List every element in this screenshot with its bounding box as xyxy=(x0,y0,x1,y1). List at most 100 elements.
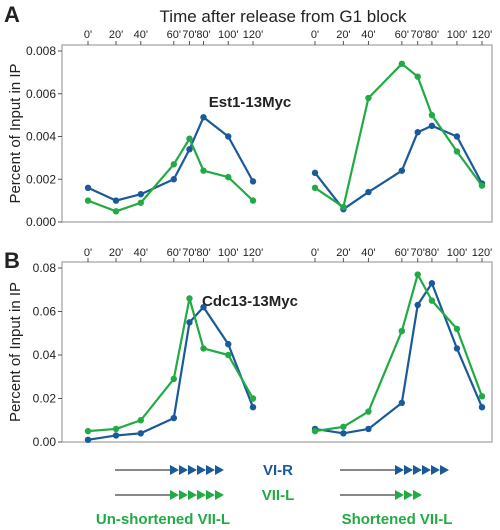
telomere-repeat-arrow xyxy=(197,490,206,500)
telomere-repeat-arrow xyxy=(206,490,215,500)
data-point-vii-l xyxy=(340,423,347,430)
data-point-vii-l xyxy=(428,297,436,304)
x-tick-label: 20' xyxy=(109,29,123,41)
data-point-vii-l xyxy=(186,295,193,302)
data-point-vi-r xyxy=(200,114,207,121)
data-point-vii-l xyxy=(225,351,232,359)
y-axis-label: Percent of Input in IP xyxy=(7,282,24,422)
x-tick-label: 60' xyxy=(167,29,181,41)
x-tick-label: 20' xyxy=(109,247,123,259)
data-point-vi-r xyxy=(340,430,347,437)
data-point-vi-r xyxy=(398,399,406,407)
y-tick-label: 0.002 xyxy=(26,172,56,186)
x-tick-label: 0' xyxy=(84,247,92,259)
series-line-vii-l xyxy=(314,273,484,433)
panel-a: A Est1-13Myc Percent of Input in IP0.000 0.… xyxy=(4,2,493,229)
data-point-vi-r xyxy=(186,146,193,153)
data-point-vi-r xyxy=(249,178,257,185)
series-line-vii-l xyxy=(87,137,254,213)
data-point-vi-r xyxy=(453,133,461,140)
series-line-vi-r xyxy=(87,306,255,441)
series-line-vi-r xyxy=(314,282,484,435)
x-tick-label: 100' xyxy=(447,29,467,41)
x-tick-label: 70' xyxy=(182,29,196,41)
y-tick-label: 0.08 xyxy=(33,261,57,275)
data-point-vi-r xyxy=(112,197,120,204)
x-tick-label: 80' xyxy=(425,29,439,41)
group-label: Shortened VII-L xyxy=(342,511,453,528)
data-point-vii-l xyxy=(112,425,120,433)
data-point-vi-r xyxy=(200,303,207,311)
data-point-vii-l xyxy=(200,345,207,352)
panel-label: B xyxy=(4,248,20,273)
data-point-vii-l xyxy=(453,148,461,155)
x-tick-label: 20' xyxy=(336,247,350,259)
y-tick-label: 0.02 xyxy=(33,392,57,406)
data-point-vii-l xyxy=(84,197,92,204)
legend-label-vi-r: VI-R xyxy=(263,462,293,479)
series-line-vi-r xyxy=(87,116,254,202)
x-tick-label: 120' xyxy=(243,247,263,259)
data-point-vii-l xyxy=(311,184,319,191)
telomere-repeat-arrow xyxy=(413,465,422,475)
data-point-vii-l xyxy=(311,427,319,435)
data-point-vi-r xyxy=(365,425,372,433)
telomere-repeat-arrow xyxy=(395,490,404,500)
data-point-vi-r xyxy=(478,404,486,411)
data-point-vii-l xyxy=(170,375,177,383)
data-point-vi-r xyxy=(170,414,177,422)
x-tick-label: 120' xyxy=(472,247,492,259)
x-tick-label: 20' xyxy=(336,29,350,41)
plot-frame xyxy=(61,44,493,223)
data-point-vii-l xyxy=(398,327,406,335)
telomere-repeat-arrow xyxy=(179,465,188,475)
data-point-vii-l xyxy=(249,197,257,204)
data-point-vi-r xyxy=(186,319,193,326)
x-tick-label: 120' xyxy=(243,29,263,41)
data-point-vi-r xyxy=(137,430,144,437)
data-point-vi-r xyxy=(137,191,144,198)
data-point-vii-l xyxy=(453,325,461,333)
data-point-vi-r xyxy=(170,176,177,183)
telomere-repeat-arrow xyxy=(188,490,197,500)
data-point-vii-l xyxy=(112,208,120,215)
y-tick-label: 0.008 xyxy=(26,44,56,58)
data-point-vi-r xyxy=(249,404,257,411)
x-tick-label: 40' xyxy=(361,247,375,259)
data-point-vii-l xyxy=(84,427,92,435)
panel-b: B Cdc13-13Myc Percent of Input in IP 0.00 0.… xyxy=(4,247,493,449)
data-point-vii-l xyxy=(170,161,177,168)
y-axis-label: Percent of Input in IP xyxy=(7,63,24,203)
data-point-vii-l xyxy=(478,182,486,189)
data-point-vi-r xyxy=(225,340,232,348)
telomere-repeat-arrow xyxy=(404,465,413,475)
telomere-repeat-arrow xyxy=(197,465,206,475)
data-point-vii-l xyxy=(200,167,207,174)
data-point-vii-l xyxy=(428,111,436,119)
plot-frame xyxy=(61,261,493,443)
telomere-repeat-arrow xyxy=(206,465,215,475)
figure-title: Time after release from G1 block xyxy=(160,7,407,26)
y-tick-label: 0.04 xyxy=(33,348,57,362)
panel-title: Cdc13-13Myc xyxy=(202,293,298,310)
x-tick-label: 80' xyxy=(425,247,439,259)
data-point-vii-l xyxy=(137,417,144,424)
data-point-vi-r xyxy=(428,122,436,130)
telomere-repeat-arrow xyxy=(404,490,413,500)
y-tick-label: 0.004 xyxy=(26,130,56,144)
x-tick-label: 0' xyxy=(84,29,92,41)
y-tick-label: 0.06 xyxy=(33,305,57,319)
data-point-vi-r xyxy=(414,129,421,136)
legend: VI-R VII-L Un-shortened VII-L Shortened VII… xyxy=(96,462,453,528)
telomere-repeat-arrow xyxy=(215,465,224,475)
telomere-repeat-arrow xyxy=(215,490,224,500)
data-point-vii-l xyxy=(365,408,372,415)
x-tick-label: 60' xyxy=(395,29,409,41)
series-line-vii-l xyxy=(314,62,483,209)
panel-title: Est1-13Myc xyxy=(209,94,292,111)
data-point-vi-r xyxy=(84,436,92,444)
legend-label-vii-l: VII-L xyxy=(262,487,295,504)
telomere-repeat-arrow xyxy=(440,465,449,475)
x-tick-label: 40' xyxy=(361,29,375,41)
